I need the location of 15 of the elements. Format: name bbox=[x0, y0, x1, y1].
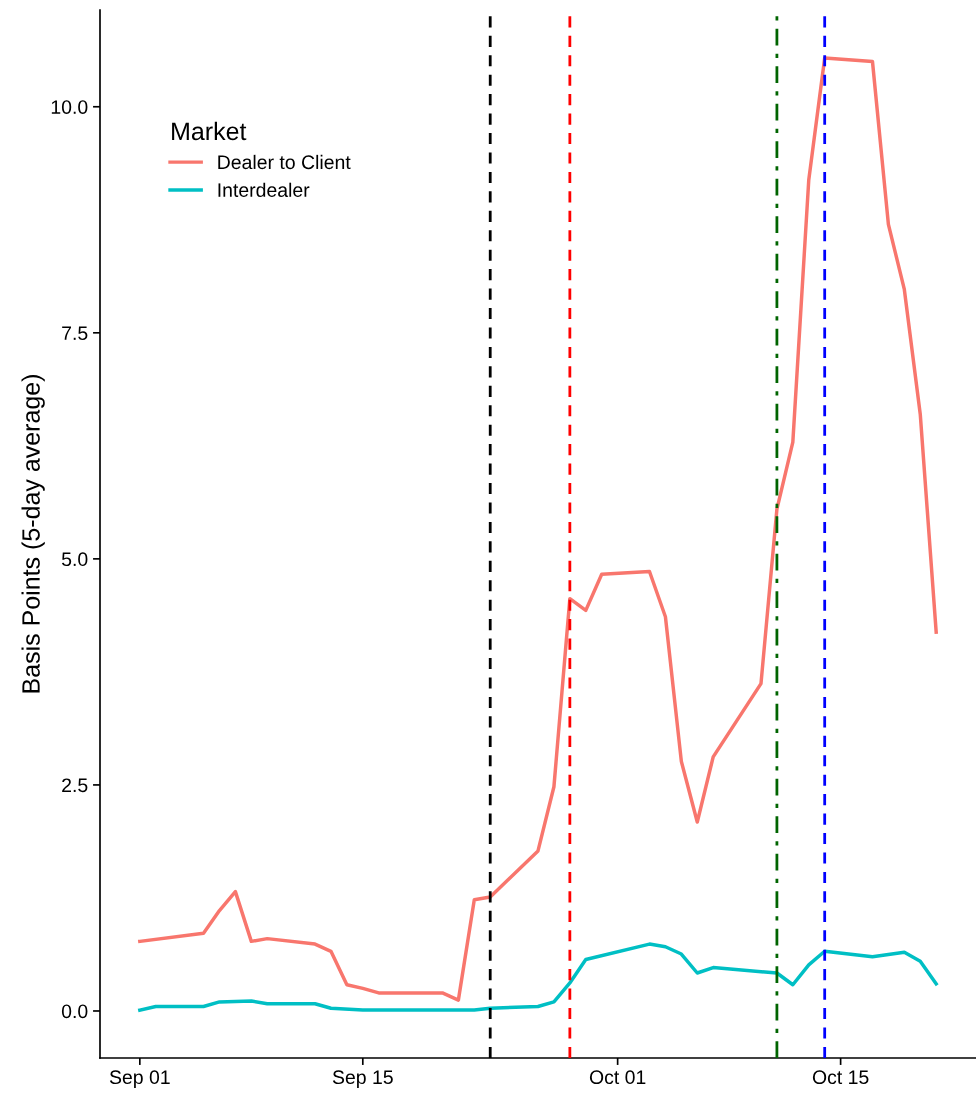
legend-label: Dealer to Client bbox=[218, 154, 351, 170]
y-tick-label: 10.0 bbox=[51, 100, 88, 114]
legend-title: Market bbox=[172, 121, 247, 141]
y-axis-title: Basis Points (5-day average) bbox=[21, 375, 45, 693]
line-series bbox=[138, 942, 938, 1012]
y-tick-label: 2.5 bbox=[62, 778, 88, 793]
y-tick-label: 5.0 bbox=[61, 552, 88, 567]
y-tick-label: 0.0 bbox=[61, 1004, 88, 1019]
x-tick-label: Sep 01 bbox=[109, 1070, 170, 1088]
x-tick-label: Sep 15 bbox=[332, 1070, 393, 1088]
y-tick-label: 7.5 bbox=[62, 326, 88, 341]
x-tick-label: Oct 15 bbox=[812, 1070, 869, 1085]
x-tick-label: Oct 01 bbox=[589, 1070, 646, 1085]
line-series bbox=[138, 56, 938, 1002]
legend-label: Interdealer bbox=[218, 182, 310, 197]
